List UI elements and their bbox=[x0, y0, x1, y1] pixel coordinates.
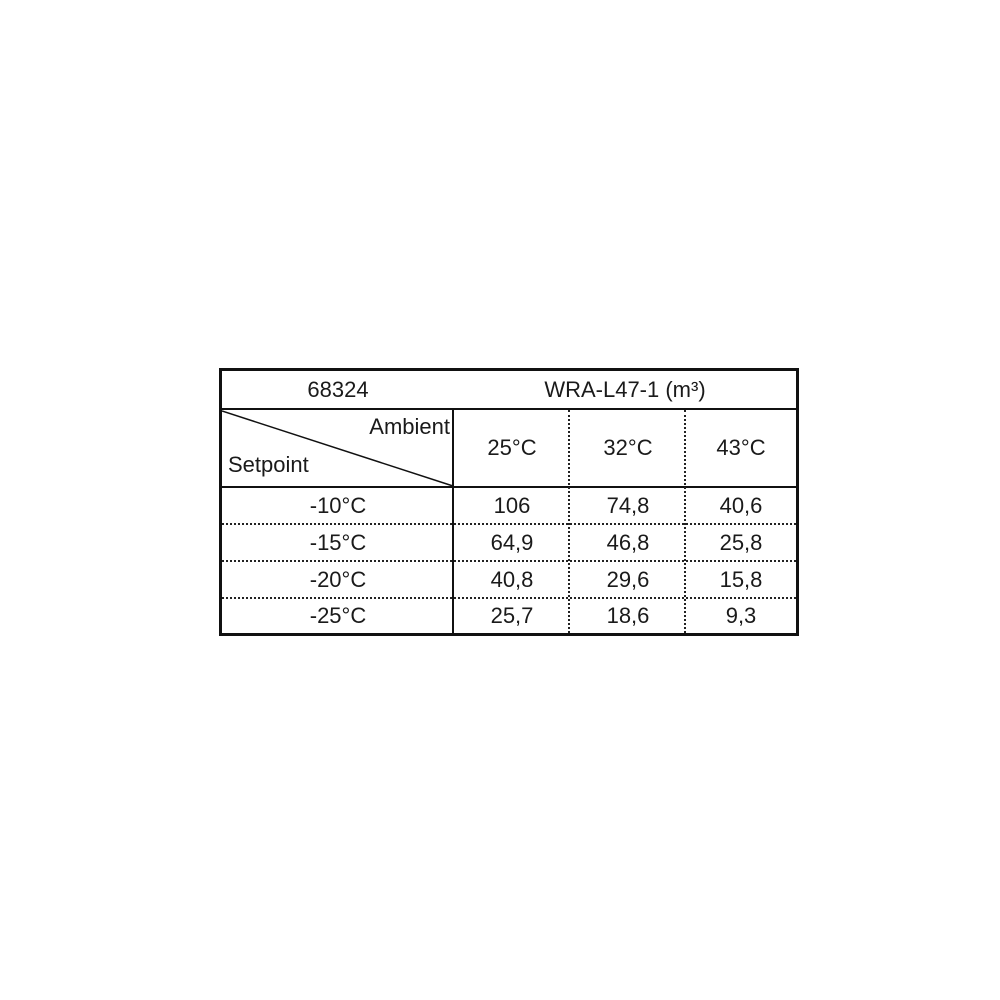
column-header: 25°C bbox=[487, 435, 537, 460]
setpoint-label: Setpoint bbox=[228, 452, 309, 477]
table-cell: 40,8 bbox=[490, 567, 534, 592]
table-cell: 25,8 bbox=[719, 530, 763, 555]
column-divider bbox=[684, 410, 686, 633]
table-cell: 9,3 bbox=[725, 603, 757, 628]
data-table: 68324 WRA-L47-1 (m³) Ambient Setpoint 25… bbox=[219, 368, 799, 636]
row-divider bbox=[222, 560, 796, 562]
corner-diagonal bbox=[222, 410, 454, 487]
table-cell: 40,6 bbox=[719, 493, 763, 518]
row-setpoint: -25°C bbox=[309, 603, 367, 628]
column-header: 43°C bbox=[716, 435, 766, 460]
column-divider bbox=[452, 410, 454, 633]
table-cell: 25,7 bbox=[490, 603, 534, 628]
table-cell: 106 bbox=[493, 493, 531, 518]
table-title: WRA-L47-1 (m³) bbox=[544, 377, 706, 402]
column-header: 32°C bbox=[603, 435, 653, 460]
column-divider bbox=[568, 410, 570, 633]
row-divider bbox=[222, 523, 796, 525]
table-cell: 64,9 bbox=[490, 530, 534, 555]
ambient-label: Ambient bbox=[369, 414, 450, 439]
row-setpoint: -15°C bbox=[309, 530, 367, 555]
table-cell: 29,6 bbox=[606, 567, 650, 592]
table-cell: 18,6 bbox=[606, 603, 650, 628]
table-cell: 15,8 bbox=[719, 567, 763, 592]
title-divider bbox=[222, 408, 796, 410]
row-divider bbox=[222, 597, 796, 599]
table-cell: 74,8 bbox=[606, 493, 650, 518]
row-setpoint: -20°C bbox=[309, 567, 367, 592]
table-cell: 46,8 bbox=[606, 530, 650, 555]
model-code: 68324 bbox=[307, 377, 369, 402]
header-divider bbox=[222, 486, 796, 488]
row-setpoint: -10°C bbox=[309, 493, 367, 518]
